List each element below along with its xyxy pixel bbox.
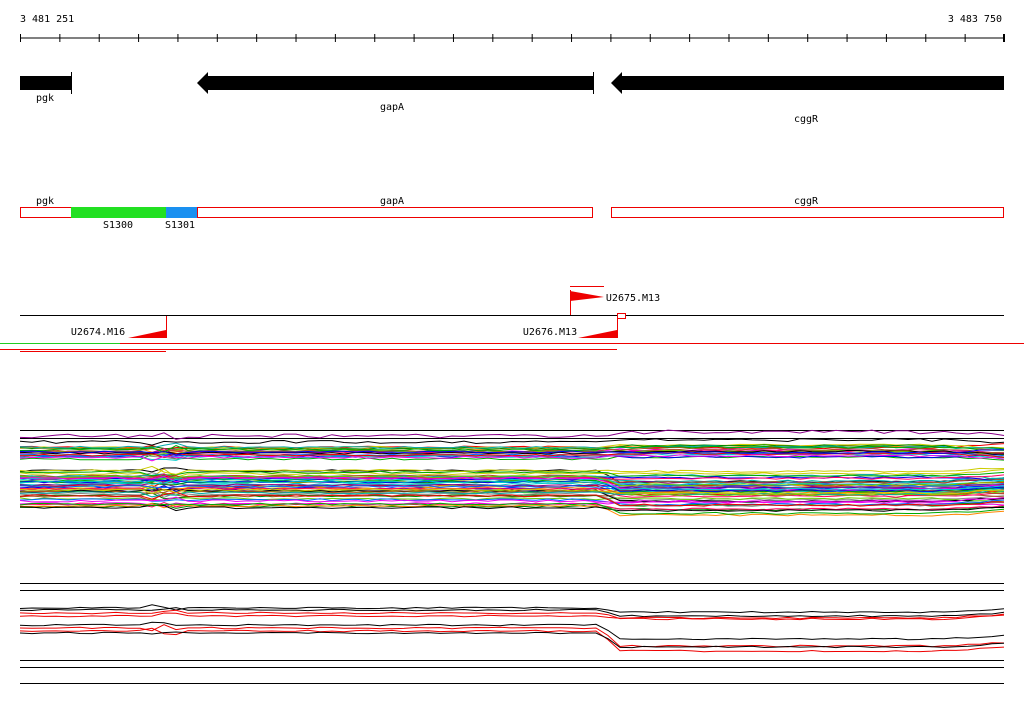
profile <box>19 468 1005 478</box>
profile <box>19 496 1005 503</box>
site-flag <box>570 291 604 301</box>
axis-ticks <box>20 34 1005 42</box>
profile <box>19 491 1005 507</box>
profile <box>19 488 1005 495</box>
segment-label: pgk <box>36 196 54 207</box>
segment-label: cggR <box>794 196 819 207</box>
profile <box>19 621 1005 641</box>
profile <box>19 465 1005 475</box>
profile <box>19 604 1005 614</box>
profile <box>19 449 1005 456</box>
profile <box>19 627 1005 653</box>
expression-profiles <box>19 429 1005 529</box>
profile <box>19 492 1005 507</box>
profile <box>19 487 1005 498</box>
profile <box>19 609 1005 621</box>
profile <box>19 478 1005 491</box>
profile <box>19 624 1005 648</box>
segment-label: S1300 <box>103 220 133 231</box>
segment <box>611 207 1004 218</box>
gene-cggR <box>611 72 1004 94</box>
site-label: U2676.M13 <box>523 327 577 338</box>
gene-label: gapA <box>380 102 404 113</box>
profile <box>19 470 1005 478</box>
profile <box>19 438 1005 446</box>
profile <box>19 475 1005 487</box>
segment <box>166 207 197 218</box>
profile <box>19 482 1005 490</box>
profile <box>19 497 1005 503</box>
profile <box>19 442 1005 451</box>
segment <box>197 207 593 218</box>
profile <box>19 612 1005 620</box>
axis-start: 3 481 251 <box>20 14 74 25</box>
profile <box>19 502 1005 515</box>
segment-label: gapA <box>380 196 404 207</box>
expression-profiles-2 <box>19 583 1005 684</box>
profile <box>19 631 1005 649</box>
profile <box>19 429 1005 440</box>
segment <box>20 207 72 218</box>
profile <box>19 502 1005 517</box>
profile <box>19 479 1005 493</box>
profile <box>19 504 1004 512</box>
site-box <box>617 313 626 319</box>
profile <box>19 454 1005 462</box>
gene-pgk <box>20 76 71 90</box>
axis-end: 3 483 750 <box>948 14 1002 25</box>
segment <box>71 207 167 218</box>
gene-gapA <box>197 72 593 94</box>
site-flag <box>128 330 166 338</box>
site-label: U2675.M13 <box>606 293 660 304</box>
site-label: U2674.M16 <box>71 327 125 338</box>
profile <box>19 489 1005 498</box>
site-flag <box>578 330 617 338</box>
gene-label: pgk <box>36 93 54 104</box>
profile <box>19 607 1005 618</box>
gene-label: cggR <box>794 114 819 125</box>
segment-label: S1301 <box>165 220 195 231</box>
profile <box>20 452 1005 458</box>
profile <box>19 445 1005 453</box>
